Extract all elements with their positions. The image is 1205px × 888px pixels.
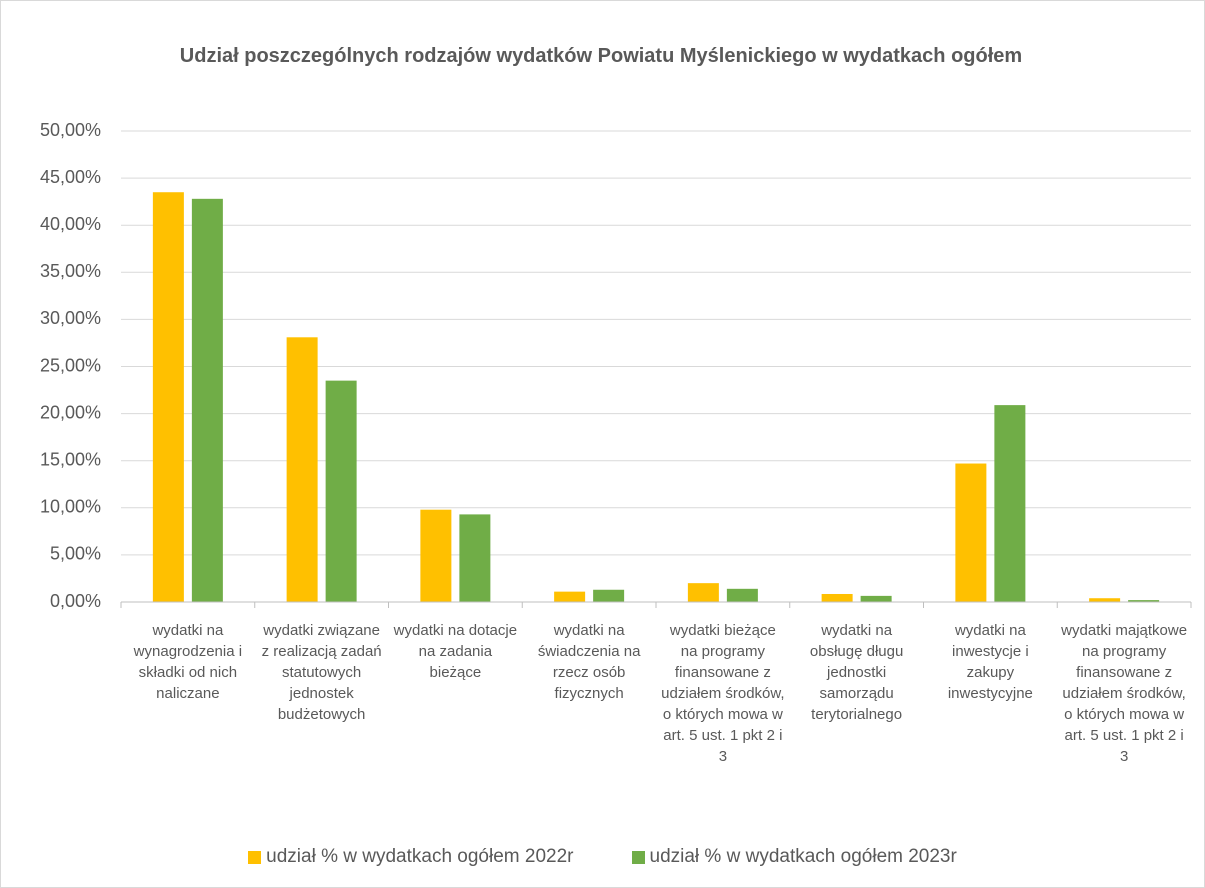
x-tick-label: wydatki związane z realizacją zadań stat… (261, 622, 382, 723)
y-tick-label: 30,00% (40, 308, 101, 328)
x-tick-label: wydatki na inwestycje i zakupy inwestycy… (947, 622, 1033, 702)
legend-swatch (248, 850, 262, 864)
bar (955, 463, 987, 602)
bar (994, 405, 1026, 602)
bar (191, 198, 223, 602)
legend-label: udział % w wydatkach ogółem 2022r (266, 846, 574, 867)
bar (860, 595, 892, 602)
legend-swatch (631, 850, 645, 864)
bar (152, 192, 184, 603)
legend-item: udział % w wydatkach ogółem 2023r (631, 846, 957, 868)
y-tick-label: 5,00% (50, 544, 101, 564)
bar (459, 514, 491, 602)
y-tick-label: 45,00% (40, 167, 101, 187)
bar (1128, 600, 1160, 602)
x-tick-label: wydatki na świadczenia na rzecz osób fiz… (537, 622, 641, 702)
legend: udział % w wydatkach ogółem 2022r udział … (1, 846, 1204, 868)
bar (726, 588, 758, 602)
chart-title: Udział poszczególnych rodzajów wydatków … (179, 45, 1023, 67)
x-tick-label: wydatki na wynagrodzenia i składki od ni… (133, 622, 243, 702)
y-tick-label: 50,00% (40, 120, 101, 140)
x-tick-label: wydatki majątkowe na programy finansowan… (1061, 622, 1188, 765)
y-tick-label: 15,00% (40, 449, 101, 469)
y-tick-label: 20,00% (40, 402, 101, 422)
y-tick-label: 25,00% (40, 355, 101, 375)
y-tick-label: 40,00% (40, 214, 101, 234)
x-tick-label: wydatki na dotacje na zadania bieżące (393, 622, 518, 681)
bar (1089, 598, 1121, 602)
bar (325, 380, 357, 602)
y-tick-label: 10,00% (40, 497, 101, 517)
x-tick-label: wydatki na obsługę długu jednostki samor… (809, 622, 904, 723)
y-tick-label: 0,00% (50, 591, 101, 611)
legend-label: udział % w wydatkach ogółem 2023r (649, 846, 957, 867)
bar (286, 337, 318, 602)
bar (554, 591, 586, 602)
bar (593, 589, 625, 602)
bar (687, 583, 719, 602)
bar (420, 509, 452, 602)
y-tick-label: 35,00% (40, 261, 101, 281)
x-tick-label: wydatki bieżące na programy finansowane … (661, 622, 785, 765)
bar (821, 593, 853, 602)
legend-item: udział % w wydatkach ogółem 2022r (248, 846, 574, 868)
